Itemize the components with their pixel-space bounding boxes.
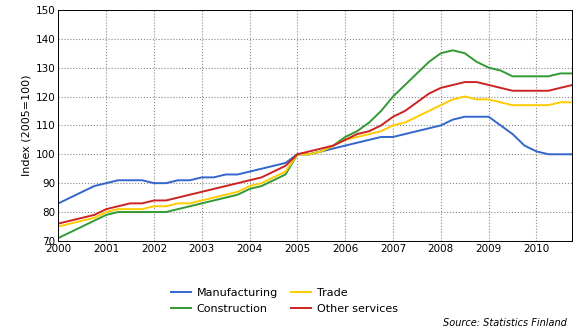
Y-axis label: Index (2005=100): Index (2005=100) xyxy=(22,75,32,176)
Legend: Manufacturing, Construction, Trade, Other services: Manufacturing, Construction, Trade, Othe… xyxy=(171,288,398,313)
Text: Source: Statistics Finland: Source: Statistics Finland xyxy=(443,318,566,328)
